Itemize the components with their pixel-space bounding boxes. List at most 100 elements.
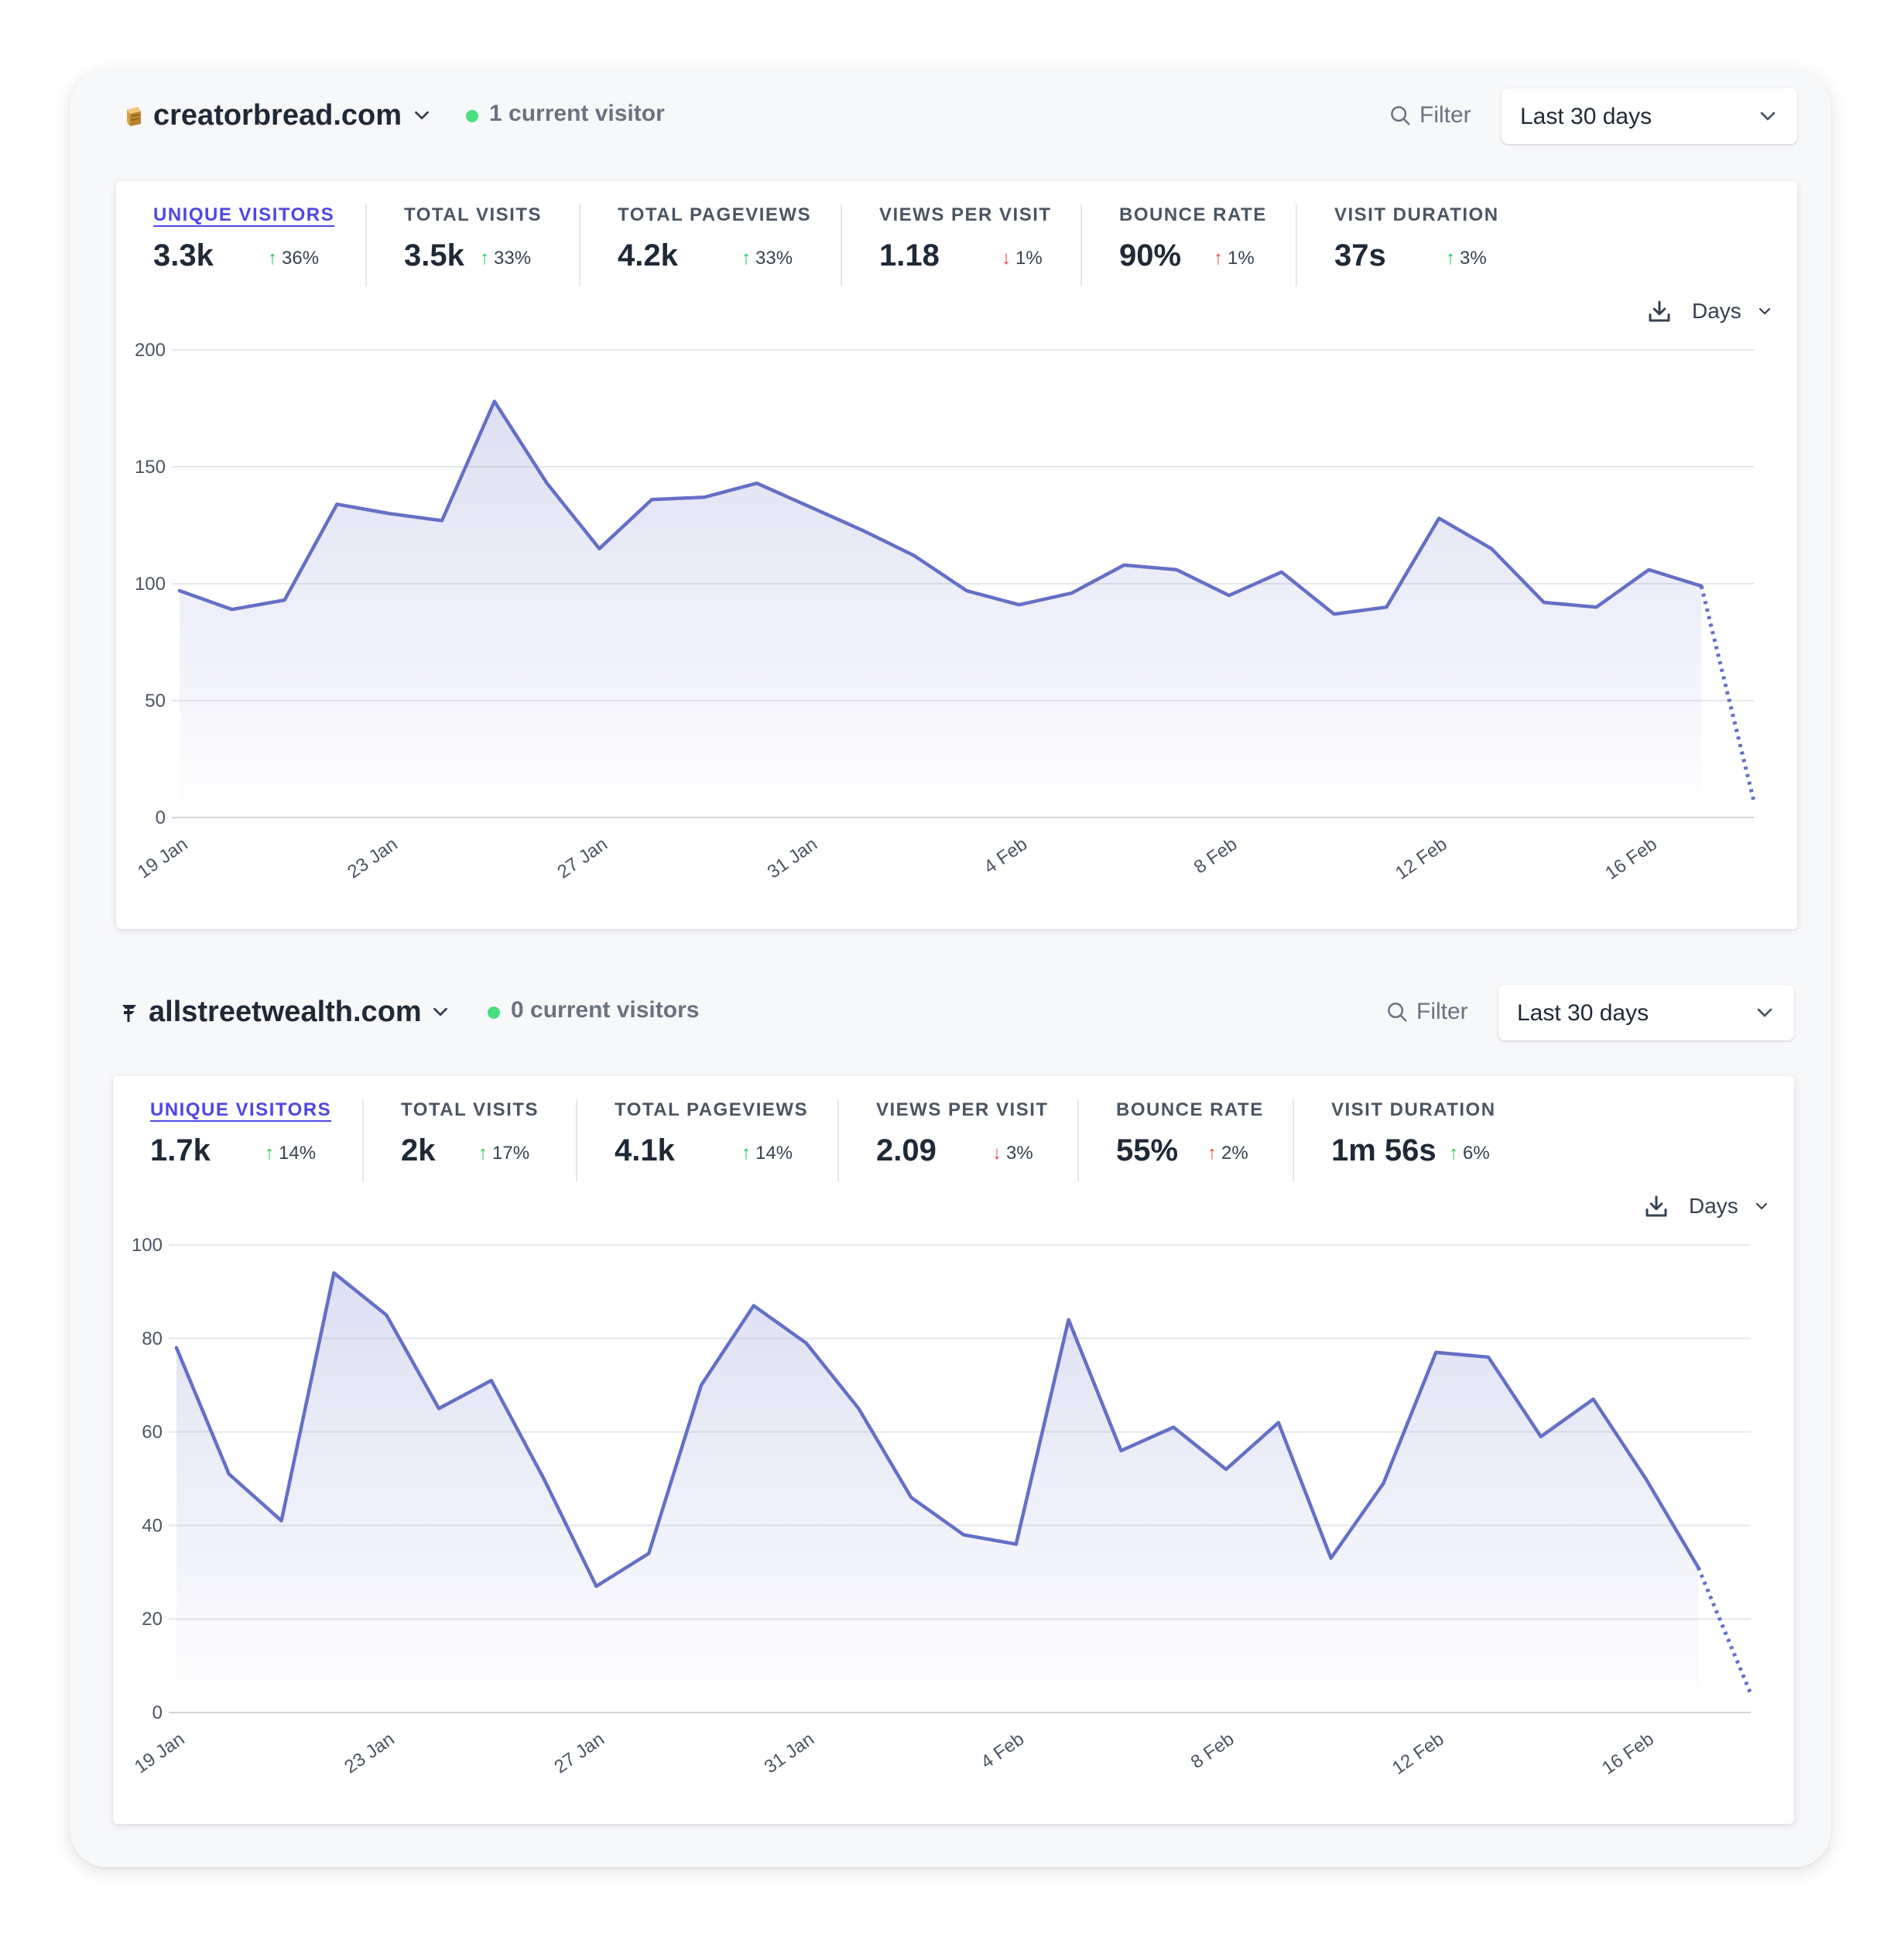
arrow-up-icon: ↑ [1207,1143,1217,1164]
metric-change: ↑ 6% [1449,1143,1490,1164]
metric-unique-visitors[interactable]: UNIQUE VISITORS 3.3k ↑ 36% [153,204,335,290]
current-visitors-link[interactable]: 1 current visitor [489,101,665,126]
metric-total-pageviews[interactable]: TOTAL PAGEVIEWS 4.2k ↑ 33% [618,204,810,290]
stats-card: UNIQUE VISITORS 1.7k ↑ 14% TOTAL VISITS 2… [113,1076,1794,1824]
metric-change-value: 14% [279,1143,317,1164]
arrow-up-icon: ↑ [741,1143,751,1164]
metric-change: ↑ 33% [480,248,531,269]
y-tick-label: 60 [142,1422,163,1443]
x-tick-label: 12 Feb [1389,1729,1448,1779]
metric-divider [365,204,367,286]
interval-select[interactable]: Days [1692,296,1777,327]
site-header: creatorbread.com 1 current visitor Filte… [70,70,1831,163]
metric-change-value: 1% [1015,248,1043,269]
download-icon[interactable] [1642,1192,1670,1220]
metric-label: VIEWS PER VISIT [876,1099,1049,1120]
metric-divider [362,1099,364,1181]
metric-change-value: 33% [755,248,793,269]
metric-label: BOUNCE RATE [1116,1099,1264,1120]
live-indicator-dot [488,1006,500,1019]
chevron-down-icon [1760,111,1776,121]
filter-label: Filter [1419,102,1471,128]
x-tick-label: 27 Jan [550,1729,608,1778]
x-tick-label: 4 Feb [977,1729,1028,1773]
filter-button[interactable]: Filter [1385,992,1486,1031]
metric-change: ↑ 33% [741,248,793,269]
period-select-value: Last 30 days [1520,104,1652,129]
chevron-down-icon[interactable] [410,104,433,127]
x-tick-label: 16 Feb [1598,1729,1658,1779]
metric-value: 2.09 [876,1133,937,1167]
metric-change-value: 2% [1221,1143,1248,1164]
metric-change: ↑ 36% [268,248,319,269]
metric-label: TOTAL PAGEVIEWS [618,204,812,225]
metric-visit-duration[interactable]: VISIT DURATION 1m 56s ↑ 6% [1331,1099,1502,1184]
metric-change-value: 3% [1460,248,1487,269]
metric-divider [1080,204,1082,286]
period-select-value: Last 30 days [1517,1000,1649,1026]
chevron-down-icon [1755,1202,1768,1210]
x-tick-label: 23 Jan [344,834,402,883]
arrow-down-icon: ↓ [992,1143,1002,1164]
chevron-down-icon[interactable] [429,1000,452,1023]
current-visitors-link[interactable]: 0 current visitors [511,997,700,1023]
search-icon [1391,106,1410,125]
metric-divider [1296,204,1297,286]
metric-label: UNIQUE VISITORS [153,204,335,225]
metric-total-pageviews[interactable]: TOTAL PAGEVIEWS 4.1k ↑ 14% [615,1099,807,1184]
arrow-up-icon: ↑ [265,1143,274,1164]
metric-change: ↓ 3% [992,1143,1033,1164]
download-icon[interactable] [1645,297,1673,325]
arrow-up-icon: ↑ [480,248,489,269]
y-tick-label: 100 [132,1235,163,1256]
y-tick-label: 20 [142,1609,163,1630]
metric-change-value: 17% [492,1143,530,1164]
metric-change-value: 6% [1463,1143,1490,1164]
metric-total-visits[interactable]: TOTAL VISITS 3.5k ↑ 33% [404,204,543,290]
metric-value: 37s [1334,238,1386,273]
filter-button[interactable]: Filter [1389,96,1489,135]
arrow-up-icon: ↑ [1449,1143,1458,1164]
live-indicator-dot [466,110,478,122]
metric-change-value: 14% [755,1143,793,1164]
metric-value: 1.7k [150,1133,211,1167]
metric-change-value: 33% [494,248,532,269]
x-tick-label: 12 Feb [1392,834,1451,884]
interval-select[interactable]: Days [1689,1191,1774,1222]
metric-value: 3.3k [153,238,214,273]
metric-views-per-visit[interactable]: VIEWS PER VISIT 2.09 ↓ 3% [876,1099,1049,1184]
x-tick-label: 27 Jan [553,834,611,883]
y-tick-label: 0 [156,807,166,828]
y-tick-label: 100 [135,574,166,595]
period-select[interactable]: Last 30 days [1498,985,1794,1040]
y-tick-label: 200 [135,340,166,361]
metric-divider [1077,1099,1079,1181]
period-select[interactable]: Last 30 days [1502,88,1797,144]
metric-views-per-visit[interactable]: VIEWS PER VISIT 1.18 ↓ 1% [879,204,1050,290]
metric-total-visits[interactable]: TOTAL VISITS 2k ↑ 17% [401,1099,540,1184]
y-tick-label: 150 [135,457,166,478]
y-tick-label: 80 [142,1328,163,1349]
bread-favicon-icon [127,107,141,126]
chart-area-fill [176,1273,1699,1712]
site-domain-name[interactable]: creatorbread.com [153,99,402,132]
wealth-favicon-icon [122,1005,136,1022]
metric-bounce-rate[interactable]: BOUNCE RATE 55% ↑ 2% [1116,1099,1279,1184]
series-line-incomplete [1699,585,1756,802]
arrow-up-icon: ↑ [1446,248,1455,269]
metric-divider [837,1099,839,1181]
metric-unique-visitors[interactable]: UNIQUE VISITORS 1.7k ↑ 14% [150,1099,330,1184]
dashboard-container: creatorbread.com 1 current visitor Filte… [70,70,1831,1867]
filter-label: Filter [1416,999,1468,1024]
x-tick-label: 16 Feb [1601,834,1661,884]
metric-visit-duration[interactable]: VISIT DURATION 37s ↑ 3% [1334,204,1505,290]
search-icon [1388,1003,1407,1022]
visitors-line-chart: 0 20 40 60 80 100 19 Jan 23 Jan 27 Jan 31 Jan 4 Fe… [131,1235,1753,1779]
y-tick-label: 40 [142,1515,163,1536]
metric-change-value: 1% [1228,248,1255,269]
metric-bounce-rate[interactable]: BOUNCE RATE 90% ↑ 1% [1119,204,1282,290]
visitors-line-chart: 0 50 100 150 200 19 Jan 23 Jan 27 Jan 31 Jan 4 Fe… [134,340,1756,884]
series-line-incomplete [1696,1566,1753,1695]
metric-change: ↑ 3% [1446,248,1487,269]
site-domain-name[interactable]: allstreetwealth.com [149,996,422,1028]
